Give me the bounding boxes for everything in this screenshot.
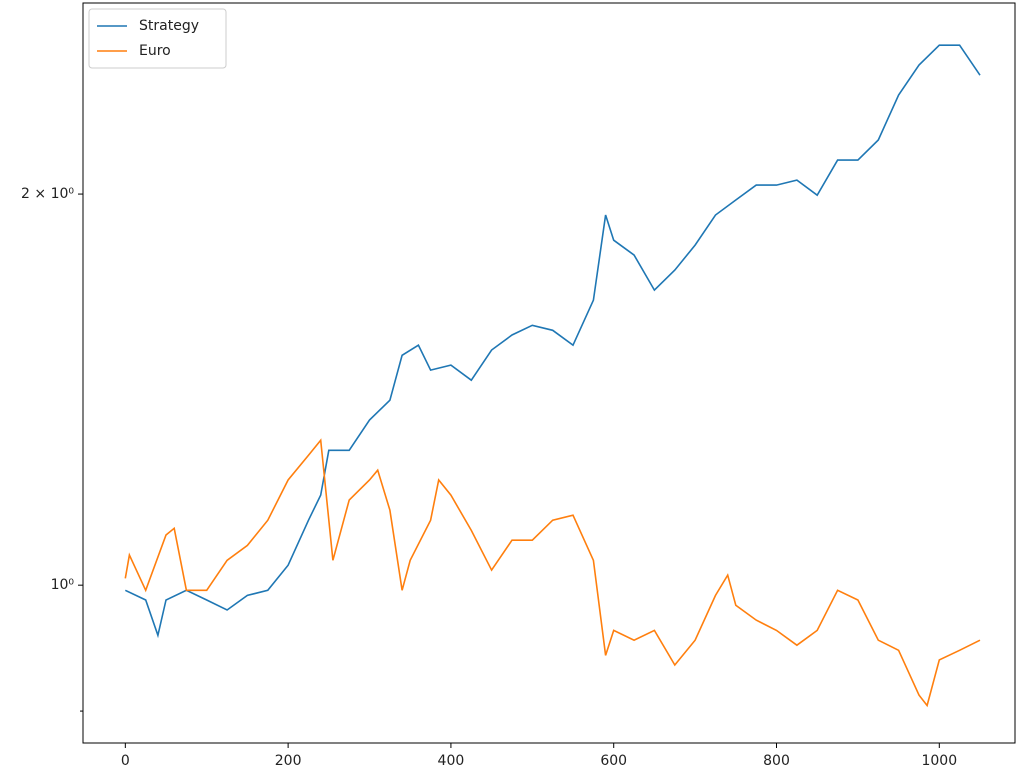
x-tick-label: 0: [121, 753, 130, 769]
y-tick-label: 2 × 10⁰: [21, 186, 74, 202]
line: [124, 44, 981, 639]
legend-label: Strategy: [139, 18, 199, 34]
line: [124, 438, 981, 708]
x-tick-label: 800: [763, 753, 790, 769]
legend-box: [88, 8, 227, 69]
x-tick-label: 600: [600, 753, 627, 769]
x-tick-label: 1000: [921, 753, 957, 769]
y-tick-label: 10⁰: [51, 577, 75, 593]
legend-label: Euro: [139, 43, 171, 59]
x-tick-label: 400: [438, 753, 465, 769]
axes-frame: [82, 2, 1016, 744]
x-tick-label: 200: [275, 753, 302, 769]
